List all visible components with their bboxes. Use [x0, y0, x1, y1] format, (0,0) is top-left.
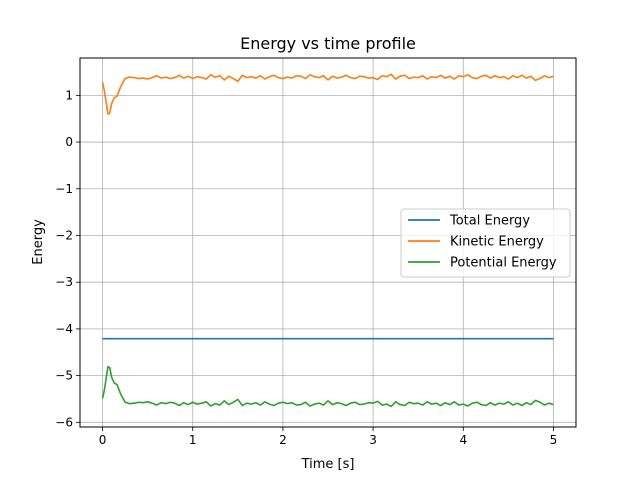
y-tick-label: −3 [55, 275, 73, 289]
x-tick-label: 3 [369, 433, 377, 447]
x-axis-ticks: 0 1 2 3 4 5 [99, 427, 558, 447]
y-axis-label: Energy [31, 219, 46, 265]
y-tick-label: 1 [65, 88, 73, 102]
legend-label-kinetic-energy: Kinetic Energy [450, 235, 544, 250]
y-tick-label: −2 [55, 228, 73, 242]
x-tick-label: 4 [459, 433, 467, 447]
chart-title: Energy vs time profile [240, 34, 416, 53]
x-tick-label: 0 [99, 433, 107, 447]
y-axis-ticks: −6 −5 −4 −3 −2 −1 0 1 [55, 88, 80, 429]
legend-label-total-energy: Total Energy [449, 214, 530, 229]
plot-area-frame [79, 57, 577, 428]
y-tick-label: 0 [65, 135, 73, 149]
y-tick-label: −1 [55, 182, 73, 196]
y-tick-label: −4 [55, 322, 73, 336]
x-tick-label: 5 [550, 433, 558, 447]
y-tick-label: −6 [55, 415, 73, 429]
x-tick-label: 2 [279, 433, 287, 447]
legend-box [400, 208, 571, 278]
series-line-potential-energy [101, 365, 554, 408]
series-line-kinetic-energy [101, 73, 554, 115]
x-axis-label: Time [s] [301, 457, 355, 472]
x-tick-label: 1 [189, 433, 197, 447]
series-lines [101, 73, 554, 408]
legend-label-potential-energy: Potential Energy [450, 256, 557, 271]
y-tick-label: −5 [55, 369, 73, 383]
legend: Total Energy Kinetic Energy Potential Ener… [400, 208, 571, 278]
